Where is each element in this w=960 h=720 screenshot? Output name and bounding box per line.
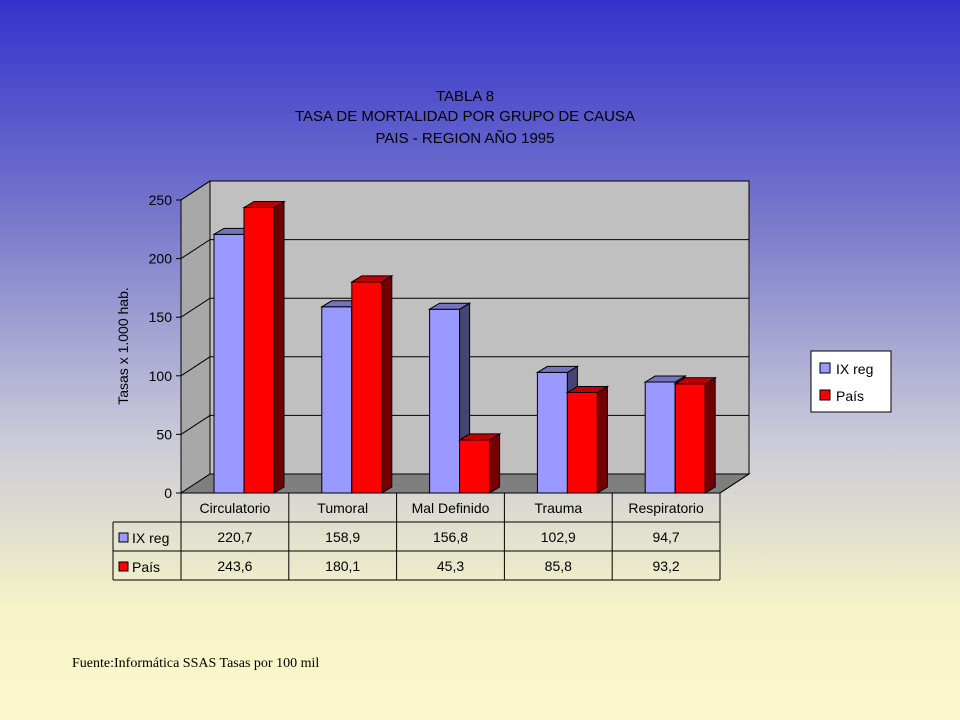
bar-top (349, 275, 394, 283)
x-tick-label: Trauma (534, 500, 582, 516)
bar-front (674, 383, 706, 494)
data-label: 45,3 (437, 558, 464, 574)
data-table: Circulatorio Tumoral Mal Definido Trauma Res… (112, 473, 750, 581)
table-series-label: País (132, 559, 160, 575)
chart-gridlines (180, 180, 749, 435)
bar-side (381, 275, 393, 494)
bar-pa-s-trauma (565, 385, 610, 494)
y-axis: 0 50 100 150 200 250 (149, 192, 182, 501)
bar-front (351, 281, 383, 494)
chart-title-line-3: PAIS - REGION AÑO 1995 (376, 130, 555, 147)
legend-box (810, 350, 892, 413)
bar-top (535, 365, 580, 373)
data-label: 243,6 (217, 558, 252, 574)
legend-label: IX reg (836, 361, 873, 377)
chart-bars (212, 200, 718, 494)
y-axis-label: Tasas x 1.000 hab. (115, 287, 131, 405)
x-tick-label: Tumoral (317, 500, 368, 516)
bar-pa-s-respiratorio (673, 376, 718, 494)
bar-top (457, 433, 502, 441)
bar-front (644, 381, 676, 494)
data-label: 158,9 (325, 529, 360, 545)
chart-title-line-2: TASA DE MORTALIDAD POR GRUPO DE CAUSA (295, 108, 635, 125)
bar-side (273, 200, 285, 494)
bar-side (489, 433, 501, 494)
floor-edge (719, 473, 750, 494)
data-label: 156,8 (433, 529, 468, 545)
data-label: 220,7 (217, 529, 252, 545)
gridline (180, 297, 749, 318)
legend-label: País (836, 388, 864, 404)
y-tick-label: 0 (164, 485, 172, 501)
bar-front (321, 306, 353, 494)
gridline (180, 180, 749, 201)
chart-title-line-1: TABLA 8 (436, 88, 494, 105)
table-legend-key (118, 532, 129, 543)
data-label: 93,2 (652, 558, 679, 574)
bar-front (213, 233, 245, 494)
bar-pa-s-circulatorio (242, 200, 286, 494)
y-tick-label: 200 (149, 251, 173, 267)
bar-top (565, 385, 610, 393)
bar-side (704, 376, 716, 494)
y-tick-label: 150 (149, 309, 173, 325)
bar-top (643, 375, 688, 383)
bar-front (536, 371, 568, 494)
x-tick-label: Respiratorio (628, 500, 704, 516)
x-tick-label: Circulatorio (199, 500, 270, 516)
table-series-label: IX reg (132, 530, 169, 546)
y-tick-label: 250 (149, 192, 173, 208)
bar-top (242, 201, 286, 209)
bar-top (427, 302, 472, 310)
data-label: 94,7 (652, 529, 679, 545)
bar-front (566, 391, 598, 494)
data-label: 102,9 (541, 529, 576, 545)
legend-key (819, 389, 831, 401)
bar-pa-s-tumoral (349, 275, 394, 494)
source-note: Fuente:Informática SSAS Tasas por 100 mi… (72, 656, 320, 671)
y-tick-label: 50 (156, 426, 172, 442)
y-tick-label: 100 (149, 368, 173, 384)
legend: IX reg País (810, 350, 892, 413)
bar-side (596, 385, 608, 494)
table-legend-key (118, 561, 129, 572)
bar-front (243, 207, 275, 494)
data-label: 180,1 (325, 558, 360, 574)
gridline (180, 356, 749, 377)
x-tick-label: Mal Definido (412, 500, 490, 516)
bar-pa-s-mal-definido (457, 433, 502, 494)
gridline (180, 239, 749, 260)
bar-front (459, 439, 491, 494)
bar-front (429, 308, 461, 494)
bar-top (673, 377, 718, 385)
data-label: 85,8 (545, 558, 572, 574)
side-wall (180, 180, 211, 494)
legend-key (819, 362, 831, 374)
